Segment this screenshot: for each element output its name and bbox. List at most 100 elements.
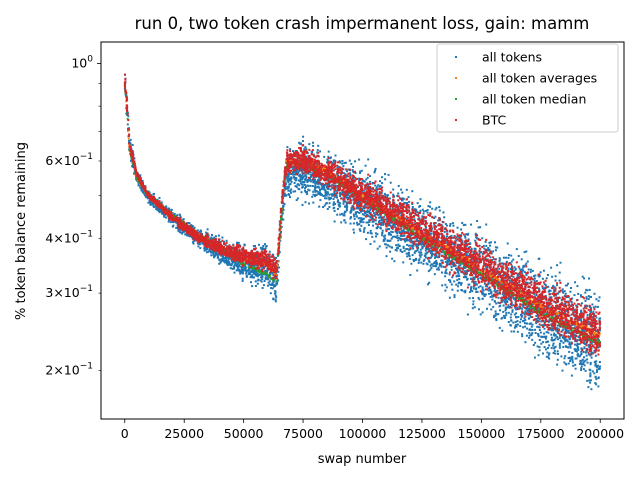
point [381, 221, 383, 224]
point [346, 170, 348, 173]
point [236, 265, 239, 268]
point [465, 273, 468, 276]
point [476, 220, 479, 222]
point [477, 286, 480, 289]
point [197, 245, 200, 248]
point [513, 326, 516, 329]
point [377, 201, 380, 204]
point [434, 208, 437, 211]
point [553, 349, 556, 352]
point [287, 187, 290, 190]
point [558, 328, 561, 331]
point [498, 267, 501, 270]
point [528, 328, 531, 331]
point [556, 335, 559, 338]
point [511, 309, 514, 312]
point [431, 207, 434, 210]
point [577, 347, 579, 350]
point [538, 275, 541, 278]
point [344, 210, 347, 213]
point [548, 296, 551, 299]
point [213, 236, 216, 239]
point [408, 248, 411, 251]
point [464, 235, 467, 238]
point [464, 289, 467, 292]
point [252, 272, 255, 275]
point [406, 243, 409, 246]
point [185, 233, 188, 235]
point [261, 287, 264, 289]
point [483, 263, 486, 266]
point [360, 224, 363, 227]
point [304, 189, 306, 192]
point [381, 234, 384, 237]
point [515, 308, 518, 311]
point [248, 263, 251, 266]
point [473, 276, 476, 279]
point [479, 313, 482, 316]
point [354, 202, 357, 204]
point [465, 276, 468, 279]
point [388, 197, 391, 200]
point [400, 229, 403, 232]
point [308, 202, 310, 205]
point [305, 176, 308, 179]
point [464, 267, 467, 269]
point [495, 318, 498, 320]
point [419, 205, 421, 207]
point [405, 218, 408, 221]
point [574, 343, 577, 346]
point [332, 198, 335, 200]
point [315, 193, 318, 196]
point [468, 297, 471, 300]
point [546, 274, 549, 276]
point [442, 255, 445, 258]
point [402, 261, 405, 264]
point [527, 268, 530, 271]
point [219, 258, 222, 261]
point [448, 258, 450, 261]
point [534, 328, 536, 331]
point [568, 303, 571, 306]
point [330, 156, 332, 159]
point [396, 194, 399, 197]
point [398, 230, 401, 233]
point [207, 234, 210, 237]
point [295, 178, 298, 181]
point [531, 332, 534, 335]
point [443, 238, 446, 241]
point [295, 171, 298, 174]
point [466, 233, 469, 236]
point [268, 280, 271, 283]
point [422, 262, 425, 265]
point [335, 189, 338, 192]
point [587, 320, 590, 323]
point [357, 217, 360, 220]
point [529, 311, 531, 314]
point [505, 314, 508, 317]
point [402, 230, 405, 233]
point [243, 244, 246, 247]
point [270, 287, 273, 289]
point [597, 377, 600, 380]
point [201, 242, 204, 245]
point [589, 361, 592, 364]
point [572, 334, 575, 337]
point [455, 250, 458, 253]
point [515, 324, 517, 327]
point [416, 249, 419, 251]
point [369, 232, 372, 234]
point [464, 291, 467, 294]
point [411, 206, 414, 208]
point [181, 232, 184, 235]
point [409, 222, 412, 225]
point [523, 251, 526, 254]
point [376, 233, 379, 236]
point [581, 358, 584, 361]
point [203, 247, 206, 250]
point [530, 325, 533, 328]
point [354, 160, 356, 163]
point [460, 282, 463, 285]
point [302, 185, 304, 188]
point [168, 207, 170, 210]
